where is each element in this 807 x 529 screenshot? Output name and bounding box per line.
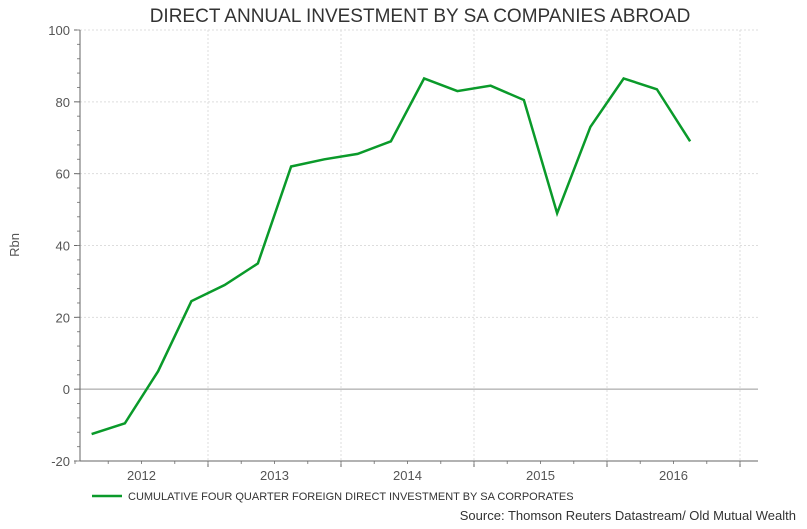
y-tick-label: 100 <box>48 23 70 38</box>
x-tick-label: 2013 <box>260 468 289 483</box>
y-tick-label: 0 <box>63 382 70 397</box>
y-tick-label: -20 <box>51 454 70 469</box>
x-tick-label: 2014 <box>393 468 422 483</box>
legend-label: CUMULATIVE FOUR QUARTER FOREIGN DIRECT I… <box>128 491 574 503</box>
x-tick-label: 2012 <box>127 468 156 483</box>
source-note: Source: Thomson Reuters Datastream/ Old … <box>460 508 796 523</box>
y-tick-label: 20 <box>56 310 70 325</box>
y-tick-label: 60 <box>56 167 70 182</box>
y-axis-label: Rbn <box>7 233 22 257</box>
y-tick-label: 80 <box>56 95 70 110</box>
y-tick-label: 40 <box>56 239 70 254</box>
x-tick-label: 2015 <box>526 468 555 483</box>
x-tick-label: 2016 <box>659 468 688 483</box>
chart-title: DIRECT ANNUAL INVESTMENT BY SA COMPANIES… <box>150 6 691 27</box>
series-line <box>91 76 692 436</box>
